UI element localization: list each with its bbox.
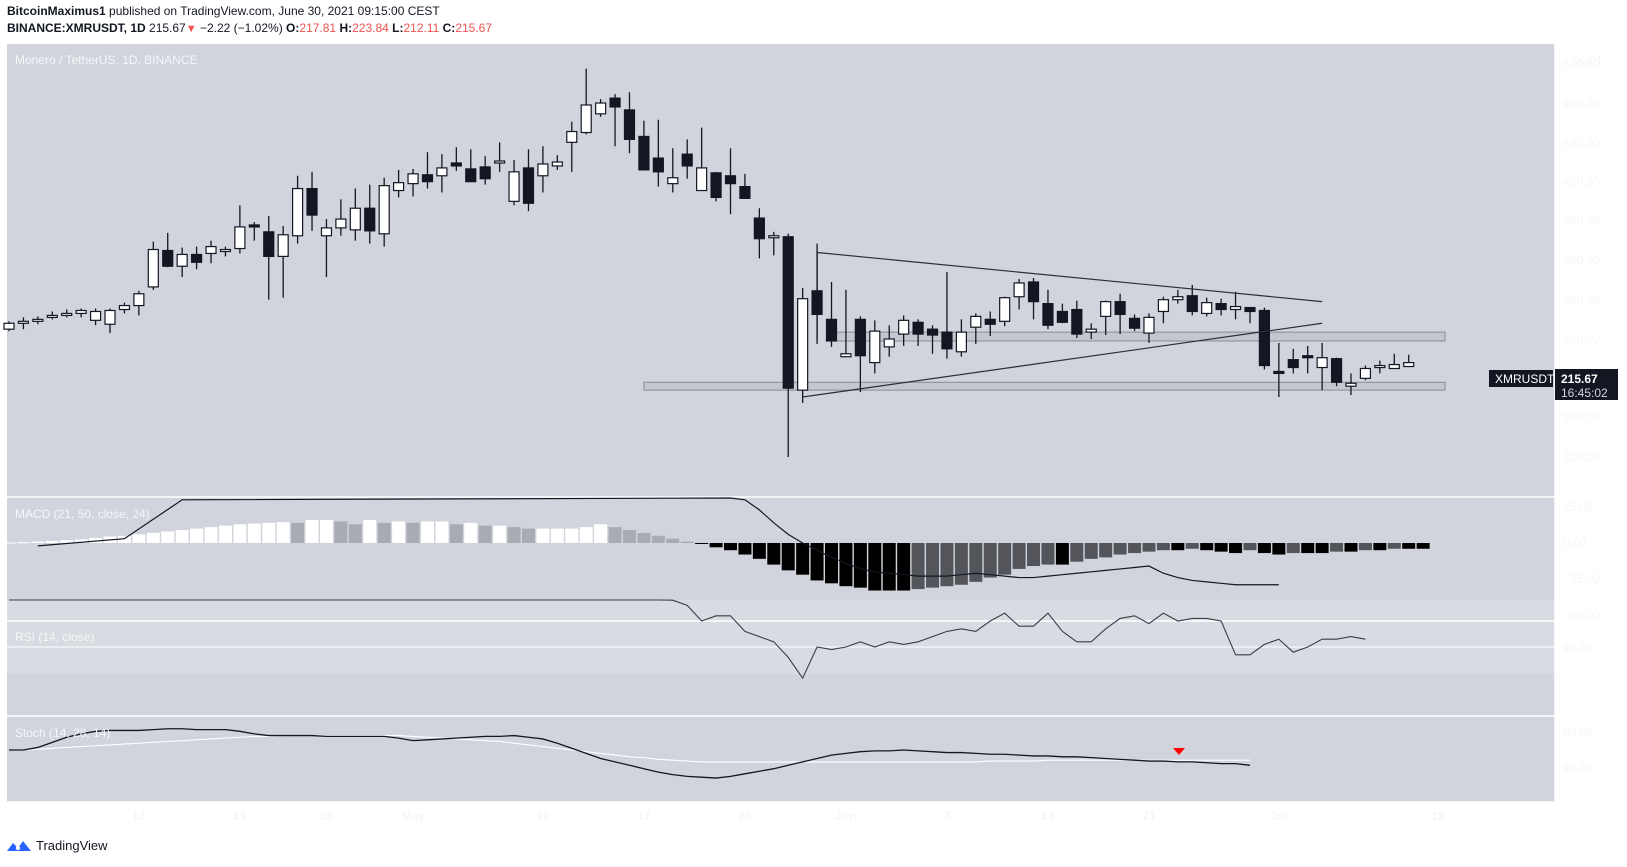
time-tick-label: 12 xyxy=(132,809,146,823)
time-tick-label: 10 xyxy=(536,809,550,823)
tradingview-logo-icon xyxy=(7,840,31,851)
macd-label: MACD (21, 50, close, 24) xyxy=(15,507,150,521)
rsi-label: RSI (14, close) xyxy=(15,630,94,644)
symbol-info-bar: BINANCE:XMRUSDT, 1D 215.67▼ −2.22 (−1.02… xyxy=(7,21,492,35)
published-text: published on TradingView.com, June 30, 2… xyxy=(109,4,440,18)
time-tick-label: 25 xyxy=(320,809,334,823)
time-tick-label: 14 xyxy=(1041,809,1055,823)
svg-text:40.00: 40.00 xyxy=(1563,760,1593,774)
time-tick-label: 12 xyxy=(1431,809,1445,823)
price-tick-label: 440.00 xyxy=(1563,135,1600,149)
price-tick-label: 400.00 xyxy=(1563,175,1600,189)
svg-text:0.00: 0.00 xyxy=(1563,536,1587,550)
time-tick-label: Jul xyxy=(1270,809,1287,823)
symbol-tag-text: XMRUSDT xyxy=(1495,372,1555,386)
high-value: 223.84 xyxy=(352,21,389,35)
price-tick-label: 520.00 xyxy=(1563,57,1600,71)
price-tick-label: 280.00 xyxy=(1563,293,1600,307)
last-price: 215.67 xyxy=(149,21,186,35)
time-tick-label: 17 xyxy=(637,809,651,823)
author-name[interactable]: BitcoinMaximus1 xyxy=(7,4,106,18)
publish-info: BitcoinMaximus1 published on TradingView… xyxy=(7,4,440,18)
last-price-tag-value: 215.67 xyxy=(1561,372,1598,386)
price-tick-label: 320.00 xyxy=(1563,253,1600,267)
chart-title: Monero / TetherUS, 1D, BINANCE xyxy=(15,53,198,67)
svg-text:40.00: 40.00 xyxy=(1563,640,1593,654)
price-change: −2.22 (−1.02%) xyxy=(199,21,283,35)
down-triangle-icon: ▼ xyxy=(185,23,197,35)
last-price-tag xyxy=(1555,369,1618,400)
low-value: 212.11 xyxy=(403,21,440,35)
high-label: H: xyxy=(339,21,353,35)
symbol-name: BINANCE:XMRUSDT, 1D xyxy=(7,21,146,35)
close-label: C: xyxy=(442,21,456,35)
price-tick-label: 120.00 xyxy=(1563,450,1600,464)
low-label: L: xyxy=(392,21,404,35)
rsi-band xyxy=(7,622,1555,674)
price-tick-label: 240.00 xyxy=(1563,332,1600,346)
close-value: 215.67 xyxy=(455,21,493,35)
countdown-timer: 16:45:02 xyxy=(1561,386,1608,400)
svg-text:25.00: 25.00 xyxy=(1563,500,1593,514)
symbol-tag xyxy=(1489,370,1553,387)
svg-text:−50.00: −50.00 xyxy=(1563,608,1600,622)
svg-text:80.00: 80.00 xyxy=(1563,726,1593,740)
rsi-upper-area xyxy=(7,600,1555,622)
price-tick-label: 480.00 xyxy=(1563,96,1600,110)
rsi-pane: 40.00 xyxy=(9,599,1593,680)
macd-pane: 25.00 0.00 −25.00 −50.00 xyxy=(2,497,1600,622)
open-value: 217.81 xyxy=(299,21,337,35)
currency-label: USDT xyxy=(1573,55,1603,67)
tradingview-brand: TradingView xyxy=(36,838,108,853)
time-tick-label: 7 xyxy=(944,809,951,823)
time-axis[interactable]: 12 19 25 May 10 17 24 Jun 7 14 21 Jul 12 xyxy=(132,802,1445,823)
stoch-pane: 80.00 40.00 xyxy=(9,726,1593,779)
time-tick-label: May xyxy=(401,809,425,823)
candlestick-series xyxy=(3,68,1415,457)
svg-text:−25.00: −25.00 xyxy=(1563,572,1600,586)
open-label: O: xyxy=(286,21,300,35)
time-tick-label: 24 xyxy=(738,809,752,823)
time-tick-label: 21 xyxy=(1142,809,1156,823)
price-tick-label: 160.00 xyxy=(1563,411,1600,425)
triangle-trendlines xyxy=(802,251,1323,398)
stoch-label: Stoch (14, 28, 14) xyxy=(15,726,110,740)
time-tick-label: 19 xyxy=(233,809,247,823)
sell-signal-arrow-icon xyxy=(1172,748,1185,755)
price-tick-label: 360.00 xyxy=(1563,214,1600,228)
tradingview-footer[interactable]: TradingView xyxy=(6,838,108,853)
chart-background xyxy=(7,44,1555,802)
price-axis[interactable]: 520.00 480.00 440.00 400.00 360.00 320.00 280.… xyxy=(1555,57,1600,464)
time-tick-label: Jun xyxy=(835,809,856,823)
